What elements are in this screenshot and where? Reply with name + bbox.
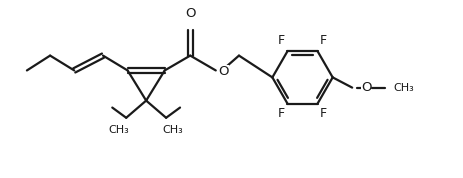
Text: O: O — [218, 65, 228, 78]
Text: O: O — [185, 7, 195, 20]
Text: CH₃: CH₃ — [393, 83, 413, 93]
Text: F: F — [277, 34, 284, 47]
Text: CH₃: CH₃ — [109, 125, 129, 135]
Text: CH₃: CH₃ — [163, 125, 183, 135]
Text: F: F — [319, 34, 326, 47]
Text: F: F — [319, 108, 326, 121]
Text: F: F — [277, 108, 284, 121]
Text: O: O — [360, 81, 370, 94]
